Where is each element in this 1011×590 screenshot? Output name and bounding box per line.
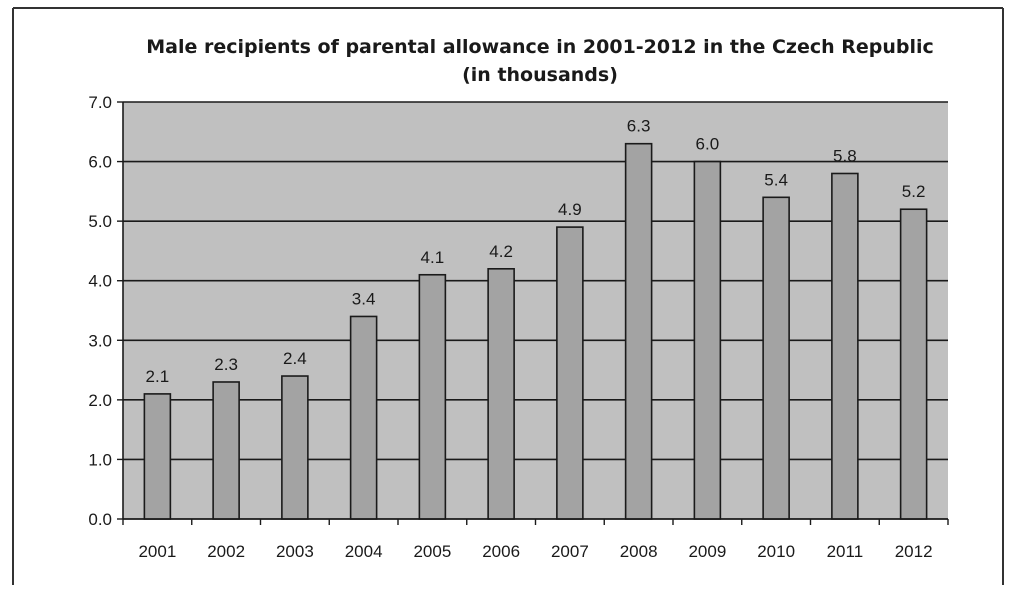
data-label: 2.1	[146, 367, 170, 386]
data-labels: 2.1 2.3 2.4 3.4 4.1 4.2 4.9 6.3 6.0 5.4 5.8 5.2	[146, 117, 926, 386]
bar	[487, 267, 515, 520]
y-tick-label: 3.0	[88, 331, 112, 350]
data-label: 5.8	[833, 146, 857, 165]
x-tick-label: 2002	[207, 542, 245, 561]
y-tick-label: 6.0	[88, 153, 112, 172]
bar	[831, 172, 859, 520]
x-tick-label: 2001	[138, 542, 176, 561]
data-label: 5.4	[764, 170, 788, 189]
x-tick-label: 2007	[551, 542, 589, 561]
y-tick-label: 1.0	[88, 450, 112, 469]
bar	[281, 375, 309, 520]
data-label: 6.3	[627, 117, 651, 136]
x-tick-label: 2005	[413, 542, 451, 561]
bar	[624, 142, 653, 520]
x-axis: 2001 2002 2003 2004 2005 2006 2007 2008 2009 2010…	[122, 518, 949, 561]
bar	[556, 226, 584, 520]
x-tick-label: 2010	[757, 542, 795, 561]
y-tick-label: 7.0	[88, 93, 112, 112]
x-tick-label: 2006	[482, 542, 520, 561]
chart-subtitle: (in thousands)	[462, 64, 618, 86]
data-label: 4.1	[421, 248, 445, 267]
chart-title: Male recipients of parental allowance in…	[146, 36, 934, 58]
x-tick-label: 2004	[345, 542, 383, 561]
data-label: 6.0	[696, 135, 720, 154]
y-tick-label: 5.0	[88, 212, 112, 231]
bar	[418, 273, 447, 520]
y-tick-label: 0.0	[88, 510, 112, 529]
data-label: 5.2	[902, 182, 926, 201]
y-axis: 0.0 1.0 2.0 3.0 4.0 5.0 6.0 7.0	[88, 93, 124, 529]
bar	[143, 393, 172, 520]
bar	[693, 160, 722, 520]
bar	[762, 196, 790, 520]
x-tick-label: 2008	[620, 542, 658, 561]
x-tick-label: 2011	[827, 542, 864, 561]
data-label: 4.9	[558, 200, 582, 219]
bar	[899, 208, 928, 520]
data-label: 2.3	[214, 355, 238, 374]
x-tick-label: 2012	[895, 542, 933, 561]
data-label: 3.4	[352, 289, 376, 308]
plot-area	[123, 102, 948, 519]
bar	[212, 381, 240, 520]
bar	[349, 315, 378, 520]
x-tick-label: 2003	[276, 542, 314, 561]
data-label: 4.2	[489, 242, 513, 261]
x-tick-label: 2009	[688, 542, 726, 561]
bars	[143, 142, 928, 520]
y-tick-label: 2.0	[88, 391, 112, 410]
data-label: 2.4	[283, 349, 307, 368]
y-tick-label: 4.0	[88, 272, 112, 291]
